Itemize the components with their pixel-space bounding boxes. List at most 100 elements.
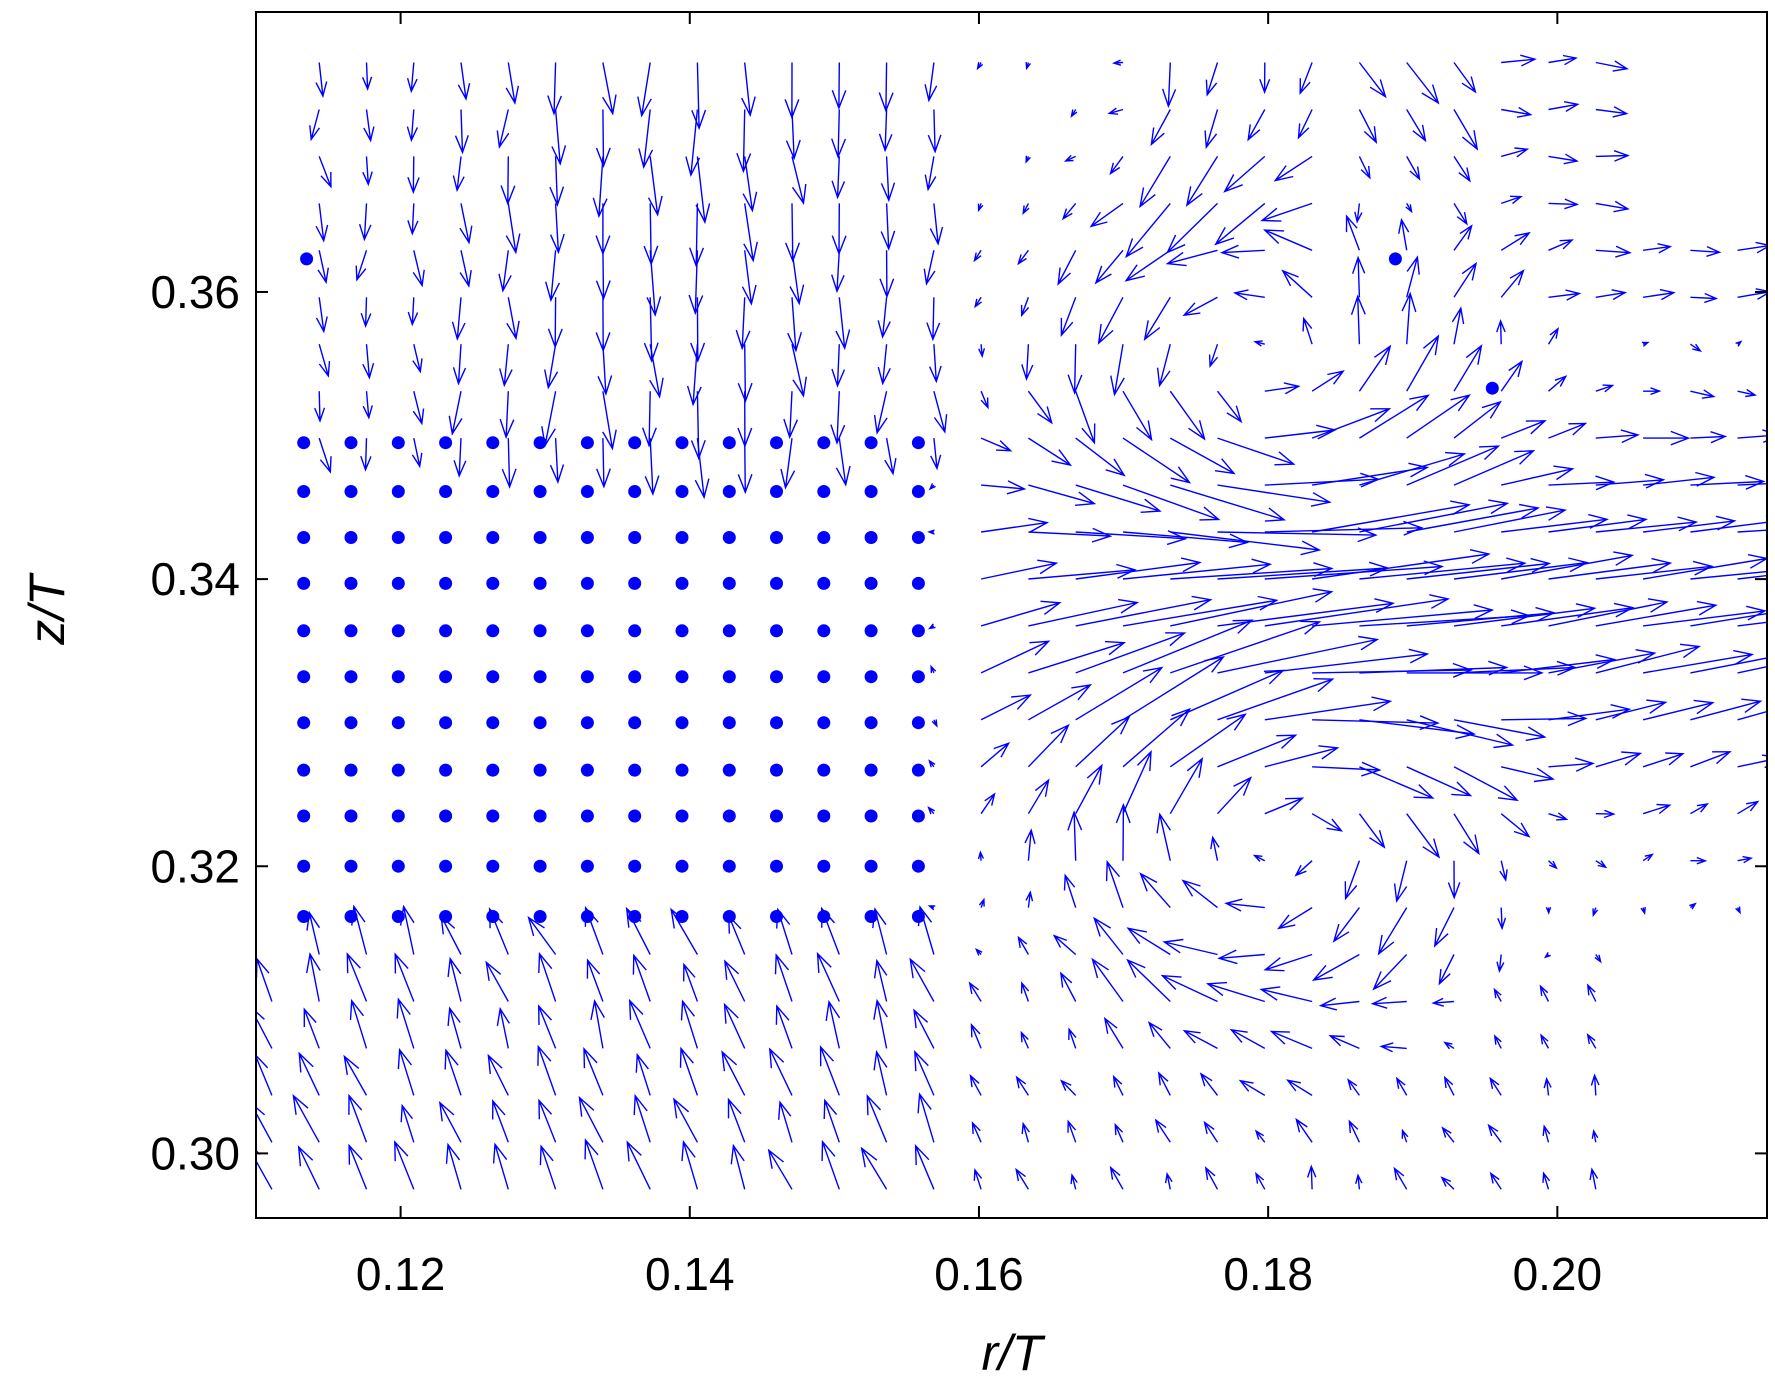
velocity-arrow — [306, 952, 321, 1002]
masked-point — [439, 809, 453, 823]
velocity-arrow — [343, 1054, 368, 1096]
velocity-arrow — [917, 1092, 935, 1143]
masked-point — [297, 576, 311, 590]
velocity-arrow — [1359, 451, 1467, 486]
velocity-arrow — [831, 203, 847, 256]
velocity-arrow — [1217, 484, 1332, 507]
masked-point — [628, 436, 642, 450]
masked-point — [770, 809, 783, 823]
velocity-arrow — [1690, 570, 1767, 580]
velocity-arrow — [980, 600, 1062, 627]
velocity-arrow — [1548, 649, 1657, 674]
velocity-arrow — [1595, 809, 1616, 819]
velocity-arrow — [1489, 1171, 1502, 1190]
masked-point — [580, 763, 594, 777]
velocity-arrow — [1447, 860, 1461, 900]
velocity-arrow — [1358, 109, 1378, 144]
velocity-arrow — [256, 1054, 273, 1096]
velocity-arrow — [647, 156, 663, 217]
velocity-arrow — [825, 999, 841, 1049]
velocity-arrow — [1217, 527, 1378, 543]
velocity-arrow — [1067, 1119, 1077, 1143]
velocity-arrow — [537, 1044, 557, 1096]
velocity-arrow — [626, 1140, 651, 1190]
x-axis-ticks: 0.12 0.14 0.16 0.18 0.20 — [356, 12, 1602, 1300]
velocity-arrow — [1543, 951, 1551, 959]
velocity-arrow — [1306, 1164, 1317, 1190]
x-tick-label: 0.12 — [356, 1248, 446, 1300]
velocity-arrow — [1431, 997, 1455, 1007]
masked-point — [864, 910, 878, 923]
masked-point — [391, 763, 405, 777]
velocity-arrow — [927, 806, 936, 815]
velocity-arrow — [1690, 245, 1722, 257]
velocity-arrow — [1273, 155, 1313, 182]
velocity-arrow — [1165, 249, 1218, 267]
velocity-arrow — [1642, 803, 1672, 815]
velocity-arrow — [400, 1103, 415, 1143]
velocity-arrow — [1022, 203, 1030, 216]
velocity-arrow — [819, 1045, 840, 1096]
masked-point — [1388, 252, 1402, 266]
velocity-arrow — [1139, 156, 1171, 209]
masked-point — [344, 716, 358, 730]
velocity-arrow — [303, 1007, 320, 1049]
velocity-arrow — [1640, 906, 1646, 915]
velocity-arrow — [1057, 249, 1077, 286]
velocity-arrow — [924, 62, 938, 103]
velocity-arrow — [1433, 907, 1455, 948]
velocity-arrow — [1406, 62, 1440, 105]
velocity-arrow — [1122, 390, 1153, 442]
velocity-arrow — [1501, 711, 1588, 727]
velocity-arrow — [1548, 757, 1595, 772]
velocity-arrow — [538, 951, 557, 1002]
masked-point — [533, 436, 547, 450]
masked-point — [297, 531, 311, 544]
velocity-arrow — [1224, 898, 1265, 912]
velocity-arrow — [1405, 203, 1413, 214]
masked-point — [486, 809, 500, 823]
velocity-arrow — [1219, 244, 1265, 259]
velocity-arrow — [928, 344, 942, 384]
velocity-arrow — [974, 296, 982, 309]
masked-point — [580, 531, 594, 544]
velocity-arrow — [1496, 954, 1505, 973]
velocity-arrow — [1643, 243, 1673, 254]
velocity-arrow — [1075, 530, 1188, 546]
velocity-arrow — [394, 952, 415, 1002]
velocity-arrow — [1020, 981, 1030, 1002]
velocity-arrow — [924, 156, 937, 192]
velocity-arrow — [1642, 288, 1676, 301]
masked-point — [911, 910, 925, 923]
velocity-arrow — [880, 203, 896, 251]
masked-point — [675, 809, 689, 823]
velocity-arrow — [1595, 429, 1640, 444]
masked-point — [675, 624, 689, 638]
velocity-arrow — [1281, 269, 1313, 298]
velocity-arrow — [1028, 484, 1097, 506]
velocity-arrow — [1642, 649, 1755, 674]
velocity-arrow — [1109, 1165, 1124, 1190]
velocity-arrow — [1075, 595, 1213, 627]
velocity-arrow — [1208, 343, 1219, 369]
velocity-arrow — [1595, 699, 1668, 721]
velocity-arrow — [1595, 516, 1699, 533]
velocity-arrow — [976, 61, 984, 71]
velocity-arrow — [877, 344, 891, 386]
masked-point — [439, 485, 453, 498]
velocity-arrow — [1264, 696, 1393, 721]
velocity-arrow — [411, 437, 423, 469]
masked-point — [628, 809, 642, 823]
velocity-arrow — [1122, 484, 1221, 521]
velocity-arrow — [1232, 289, 1265, 301]
velocity-arrow — [397, 1047, 415, 1096]
velocity-arrow — [1500, 813, 1531, 838]
velocity-arrow — [596, 438, 611, 489]
velocity-arrow — [1059, 971, 1077, 1002]
velocity-arrow — [1595, 600, 1718, 627]
velocity-arrow — [1347, 1078, 1360, 1096]
velocity-arrow — [785, 203, 801, 263]
velocity-arrow — [602, 62, 617, 116]
velocity-arrow — [816, 951, 840, 1002]
velocity-arrow — [1406, 255, 1420, 298]
